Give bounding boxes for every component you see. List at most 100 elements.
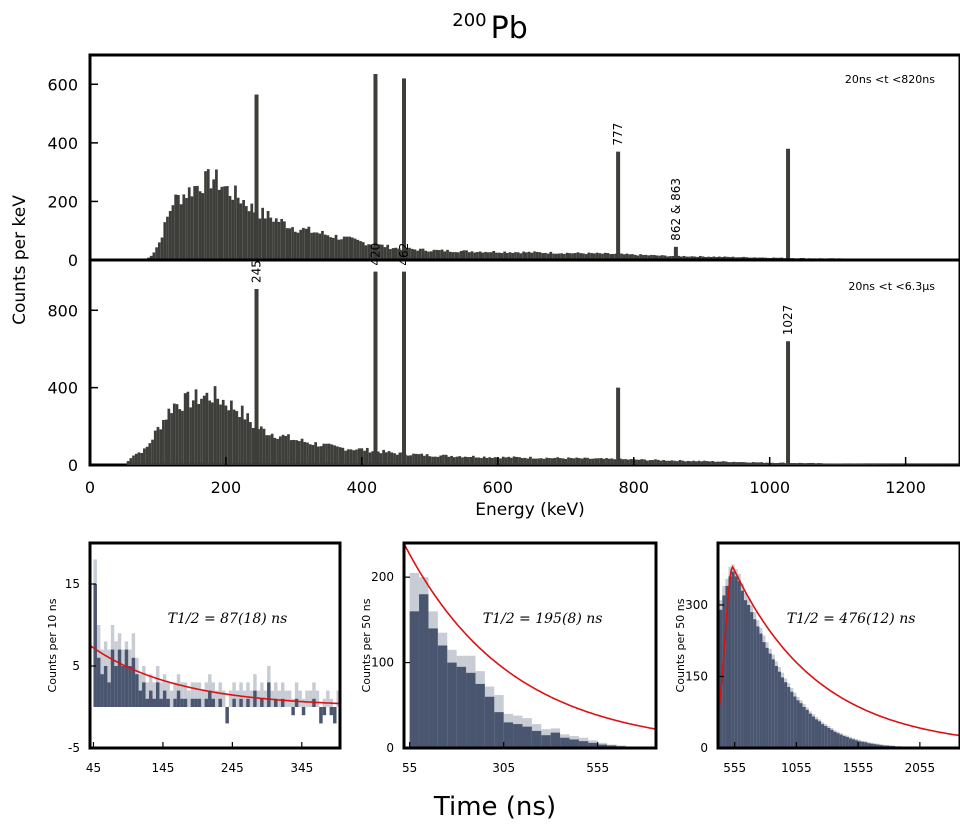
spectrum-top-continuum-bar (527, 251, 531, 260)
spectrum-top-continuum-bar (307, 226, 311, 260)
decay-2-bar-dark (597, 744, 608, 748)
spectrum-bottom-continuum-bar (735, 462, 739, 465)
spectrum-bottom-continuum-bar (202, 395, 206, 465)
decay-3-bar-dark (759, 633, 763, 748)
spectrum-top-continuum-bar (182, 194, 186, 260)
spectrum-bottom-continuum-bar (219, 404, 222, 465)
spectrum-bottom-continuum-bar (143, 448, 146, 465)
decay-3-bar-dark (753, 619, 757, 748)
spectrum-top-continuum-bar (160, 237, 164, 260)
spectrum-bottom-continuum-bar (268, 435, 271, 465)
spectrum-top-continuum-bar (389, 249, 392, 260)
spectrum-top-continuum-bar (582, 253, 585, 260)
spectrum-bottom-continuum-bar (463, 456, 467, 465)
spectrum-bottom-continuum-bar (537, 458, 540, 465)
spectrum-bottom-continuum-bar (262, 428, 266, 465)
spectrum-bottom-continuum-bar (819, 463, 823, 465)
decay-1-bar-light (308, 690, 313, 707)
spectrum-top-continuum-bar (655, 255, 659, 260)
spectrum-top-continuum-bar (283, 221, 286, 260)
spectrum-bottom-continuum-bar (409, 455, 413, 465)
spectrum-bottom-continuum-bar (803, 463, 807, 465)
spectrum-bottom-annotation: 20ns <t <6.3μs (848, 280, 935, 293)
spectrum-bottom-continuum-bar (189, 407, 192, 465)
spectrum-bottom-bars (126, 271, 960, 465)
spectrum-bottom-yticks: 0 400 800 (47, 301, 98, 475)
spectrum-top-continuum-bar (440, 249, 444, 260)
spectrum-bottom-continuum-bar (216, 398, 220, 465)
spectrum-bottom-continuum-bar (564, 458, 568, 465)
spectrum-bottom-continuum-bar (379, 453, 383, 465)
spectrum-top-peak-245 (254, 94, 259, 261)
spectrum-bottom-continuum-bar (306, 442, 309, 465)
spectrum-top-continuum-bar (250, 203, 254, 260)
spectrum-bottom-continuum-bar (349, 449, 353, 465)
spectrum-bottom-continuum-bar (151, 439, 154, 465)
spectrum-bottom-continuum-bar (874, 463, 878, 465)
spectrum-bottom-continuum-bar (678, 460, 682, 465)
decay-1-bar-dark (107, 682, 111, 707)
spectrum-bottom-continuum-bar (689, 461, 693, 465)
spectrum-bottom-continuum-bar (395, 454, 399, 465)
spectrum-bottom-continuum-bar (278, 436, 282, 465)
decay-2-bar-dark (541, 735, 551, 748)
spectrum-bottom-continuum-bar (648, 460, 652, 465)
decay-1-bar-light (239, 682, 243, 707)
decay-1-bar-light (201, 690, 205, 707)
spectrum-top-bars (147, 74, 960, 261)
decay-2-bar-dark (456, 666, 467, 748)
spectrum-top-continuum-bar (454, 252, 458, 260)
spectrum-bottom-peak-label-1027: 1027 (781, 305, 795, 336)
spectrum-top-continuum-bar (239, 203, 243, 260)
spectrum-top-continuum-bar (204, 171, 207, 260)
decay-3-bar-dark (845, 737, 849, 748)
decay-3-bar-dark (737, 581, 741, 748)
spectrum-bottom-continuum-bar (738, 462, 742, 465)
spectrum-top-continuum-bar (177, 194, 180, 260)
spectrum-bottom-peak-420 (373, 271, 378, 465)
decay-2-ylabel: Counts per 50 ns (360, 598, 373, 692)
spectrum-top-continuum-bar (443, 251, 447, 260)
spectrum-top-continuum-bar (429, 251, 433, 260)
spectrum-bottom-continuum-bar (716, 461, 720, 465)
spectrum-bottom-continuum-bar (398, 452, 402, 465)
spectrum-bottom-continuum-bar (181, 410, 184, 465)
spectrum-bottom-continuum-bar (265, 435, 269, 465)
spectrum-top-continuum-bar (351, 237, 354, 260)
spectrum-top-continuum-bar (326, 235, 330, 260)
decay-1-bar-dark (117, 649, 122, 707)
decay-1-bar-light (166, 682, 170, 707)
spectrum-bottom-ytick-label: 0 (68, 456, 78, 475)
decay-3-bar-dark (814, 719, 819, 748)
spectrum-top-continuum-bar (497, 252, 501, 260)
spectrum-top-continuum-bar (359, 241, 362, 260)
spectrum-top-continuum-bar (492, 250, 496, 260)
decay-1-xtick-label: 145 (151, 761, 174, 775)
spectrum-top-continuum-bar (620, 253, 623, 260)
spectrum-top-continuum-bar (495, 252, 498, 260)
spectrum-bottom-continuum-bar (414, 453, 418, 465)
spectrum-bottom-continuum-bar (727, 462, 731, 465)
decay-1-bar-dark (253, 690, 257, 707)
spectrum-bottom-continuum-bar (749, 462, 753, 465)
spectrum-top-continuum-bar (269, 217, 273, 260)
decay-1-bar-light (315, 690, 320, 707)
spectrum-top-continuum-bar (231, 199, 235, 260)
spectrum-top-continuum-bar (603, 252, 607, 260)
decay-1-bar-dark (322, 707, 327, 716)
spectrum-top-continuum-bar (636, 255, 640, 260)
decay-3-ytick-label: 150 (685, 669, 708, 683)
decay-2-xtick-label: 555 (586, 761, 609, 775)
spectrum-bottom-continuum-bar (493, 457, 497, 465)
decay-3-bar-dark (796, 700, 800, 748)
spectrum-bottom-continuum-bar (762, 462, 766, 465)
spectrum-top-ytick-label: 600 (47, 75, 78, 94)
spectrum-top-continuum-bar (242, 200, 245, 260)
spectrum-bottom-continuum-bar (605, 458, 608, 465)
decay-panel-2: 0 100 200 55 305 555 Counts per 50 ns T1/2 = 19… (360, 541, 658, 775)
spectrum-top-continuum-bar (625, 253, 629, 260)
spectrum-bottom-continuum-bar (469, 456, 472, 465)
decay-2-xtick-label: 305 (492, 761, 515, 775)
spectrum-bottom-continuum-bar (270, 433, 274, 465)
spectrum-bottom-continuum-bar (376, 451, 380, 465)
